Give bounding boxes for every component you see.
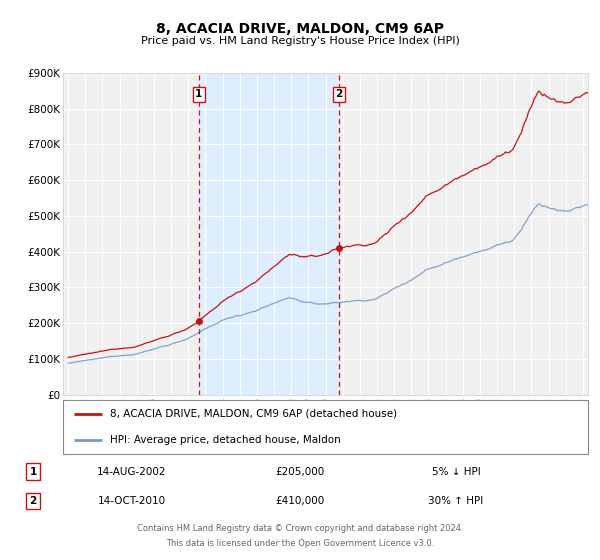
Text: £410,000: £410,000: [275, 496, 325, 506]
Bar: [199, 73, 339, 395]
Text: 30% ↑ HPI: 30% ↑ HPI: [428, 496, 484, 506]
Text: 1: 1: [29, 466, 37, 477]
Text: 8, ACACIA DRIVE, MALDON, CM9 6AP (detached house): 8, ACACIA DRIVE, MALDON, CM9 6AP (detach…: [110, 409, 397, 419]
Text: 14-AUG-2002: 14-AUG-2002: [97, 466, 167, 477]
Text: Price paid vs. HM Land Registry's House Price Index (HPI): Price paid vs. HM Land Registry's House …: [140, 36, 460, 46]
Text: 2: 2: [29, 496, 37, 506]
Text: 8, ACACIA DRIVE, MALDON, CM9 6AP: 8, ACACIA DRIVE, MALDON, CM9 6AP: [156, 22, 444, 36]
Text: Contains HM Land Registry data © Crown copyright and database right 2024.: Contains HM Land Registry data © Crown c…: [137, 524, 463, 533]
Text: This data is licensed under the Open Government Licence v3.0.: This data is licensed under the Open Gov…: [166, 539, 434, 548]
Text: £205,000: £205,000: [275, 466, 325, 477]
Text: 2: 2: [335, 89, 343, 99]
Text: 1: 1: [195, 89, 202, 99]
Text: 14-OCT-2010: 14-OCT-2010: [98, 496, 166, 506]
Text: HPI: Average price, detached house, Maldon: HPI: Average price, detached house, Mald…: [110, 435, 341, 445]
FancyBboxPatch shape: [63, 400, 588, 454]
Text: 5% ↓ HPI: 5% ↓ HPI: [431, 466, 481, 477]
